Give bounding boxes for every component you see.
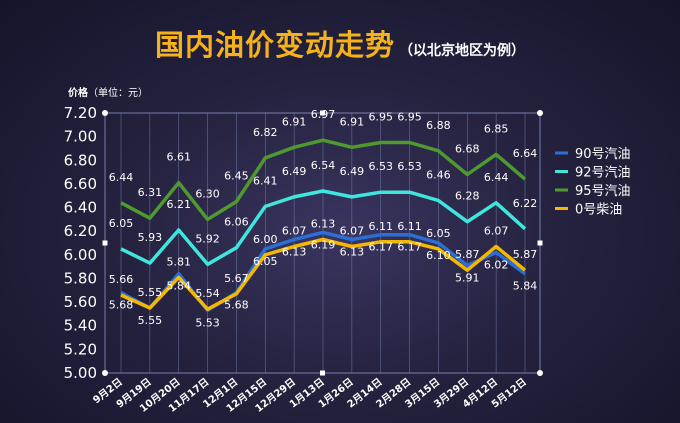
data-label: 6.95	[397, 111, 422, 124]
data-label: 6.13	[340, 245, 365, 258]
data-label: 6.02	[484, 258, 509, 271]
data-label: 6.05	[253, 255, 278, 268]
data-label: 6.05	[426, 227, 451, 240]
data-label: 5.87	[513, 248, 538, 261]
data-label: 5.67	[224, 272, 249, 285]
data-label: 6.11	[397, 220, 422, 233]
edge-handle	[320, 110, 325, 116]
data-label: 5.68	[224, 299, 249, 312]
data-label: 5.53	[195, 316, 220, 329]
y-tick-label: 5.80	[64, 269, 97, 287]
data-label: 6.19	[311, 238, 336, 251]
data-label: 6.10	[426, 249, 451, 262]
legend-label: 92号汽油	[575, 166, 631, 181]
data-label: 6.54	[311, 159, 336, 172]
data-label: 5.55	[138, 286, 163, 299]
data-label: 6.21	[166, 198, 191, 211]
data-label: 6.91	[282, 115, 307, 128]
y-tick-label: 6.60	[64, 175, 97, 193]
data-label: 6.53	[397, 160, 422, 173]
data-label: 6.44	[109, 171, 134, 184]
y-axis-unit-label: 价格（单位：元）	[68, 84, 148, 99]
data-label: 6.11	[368, 220, 393, 233]
legend-label: 90号汽油	[575, 147, 631, 162]
data-label: 6.82	[253, 126, 278, 139]
y-axis-label-price: 价格	[68, 88, 88, 99]
data-label: 6.49	[282, 165, 307, 178]
y-tick-label: 6.80	[64, 151, 97, 169]
corner-handle	[102, 370, 108, 376]
data-label: 6.41	[253, 174, 278, 187]
data-label: 6.07	[340, 225, 365, 238]
data-label: 5.68	[109, 299, 134, 312]
data-label: 5.55	[138, 314, 163, 327]
corner-handle	[537, 110, 543, 116]
data-label: 6.85	[484, 122, 509, 135]
legend-label: 95号汽油	[575, 184, 631, 199]
data-label: 5.66	[109, 273, 134, 286]
edge-handle	[102, 240, 108, 246]
y-tick-label: 5.00	[64, 364, 97, 382]
page-title: 国内油价变动走势	[154, 28, 395, 62]
data-label: 6.88	[426, 119, 451, 132]
data-label: 6.68	[455, 142, 480, 155]
data-label: 6.00	[253, 233, 278, 246]
data-label: 6.31	[138, 186, 163, 199]
data-label: 6.44	[484, 171, 509, 184]
data-label: 6.17	[397, 241, 422, 254]
data-label: 5.93	[138, 231, 163, 244]
data-label: 6.30	[195, 187, 220, 200]
y-tick-label: 5.20	[64, 340, 97, 358]
series-line	[120, 189, 527, 267]
y-axis-label-unit: （单位：元）	[88, 88, 148, 99]
series-line	[120, 237, 527, 311]
data-label: 5.92	[195, 232, 220, 245]
series-line	[120, 138, 527, 222]
data-label: 6.06	[224, 216, 249, 229]
edge-handle	[537, 240, 543, 246]
data-label: 6.05	[109, 217, 134, 230]
y-tick-label: 6.20	[64, 222, 97, 240]
data-label: 5.91	[455, 271, 480, 284]
y-tick-label: 7.00	[64, 128, 97, 146]
data-label: 6.28	[455, 190, 480, 203]
corner-handle	[102, 110, 108, 116]
data-label: 6.13	[282, 245, 307, 258]
data-label: 6.61	[166, 151, 191, 164]
data-label: 5.87	[455, 248, 480, 261]
title-row: 国内油价变动走势 （以北京地区为例）	[0, 22, 680, 64]
data-label: 6.49	[340, 165, 365, 178]
data-label: 6.97	[311, 108, 336, 121]
data-label: 5.81	[166, 255, 191, 268]
data-label: 6.91	[340, 115, 365, 128]
data-label: 5.54	[195, 287, 220, 300]
data-label: 6.22	[513, 197, 538, 210]
data-label: 6.13	[311, 217, 336, 230]
data-label: 6.46	[426, 168, 451, 181]
data-label: 6.07	[282, 225, 307, 238]
y-tick-label: 5.40	[64, 317, 97, 335]
data-label: 6.07	[484, 225, 509, 238]
data-label: 6.53	[368, 160, 393, 173]
page-subtitle: （以北京地区为例）	[399, 43, 525, 59]
data-label: 6.95	[368, 111, 393, 124]
y-tick-label: 6.40	[64, 199, 97, 217]
corner-handle	[537, 370, 543, 376]
data-label: 5.84	[166, 280, 191, 293]
data-label: 6.45	[224, 170, 249, 183]
y-tick-label: 7.20	[64, 104, 97, 122]
y-tick-label: 6.00	[64, 246, 97, 264]
edge-handle	[320, 370, 325, 376]
y-tick-label: 5.60	[64, 293, 97, 311]
data-label: 6.17	[368, 241, 393, 254]
legend-label: 0号柴油	[575, 203, 622, 218]
data-label: 5.84	[513, 280, 538, 293]
data-label: 6.64	[513, 147, 538, 160]
